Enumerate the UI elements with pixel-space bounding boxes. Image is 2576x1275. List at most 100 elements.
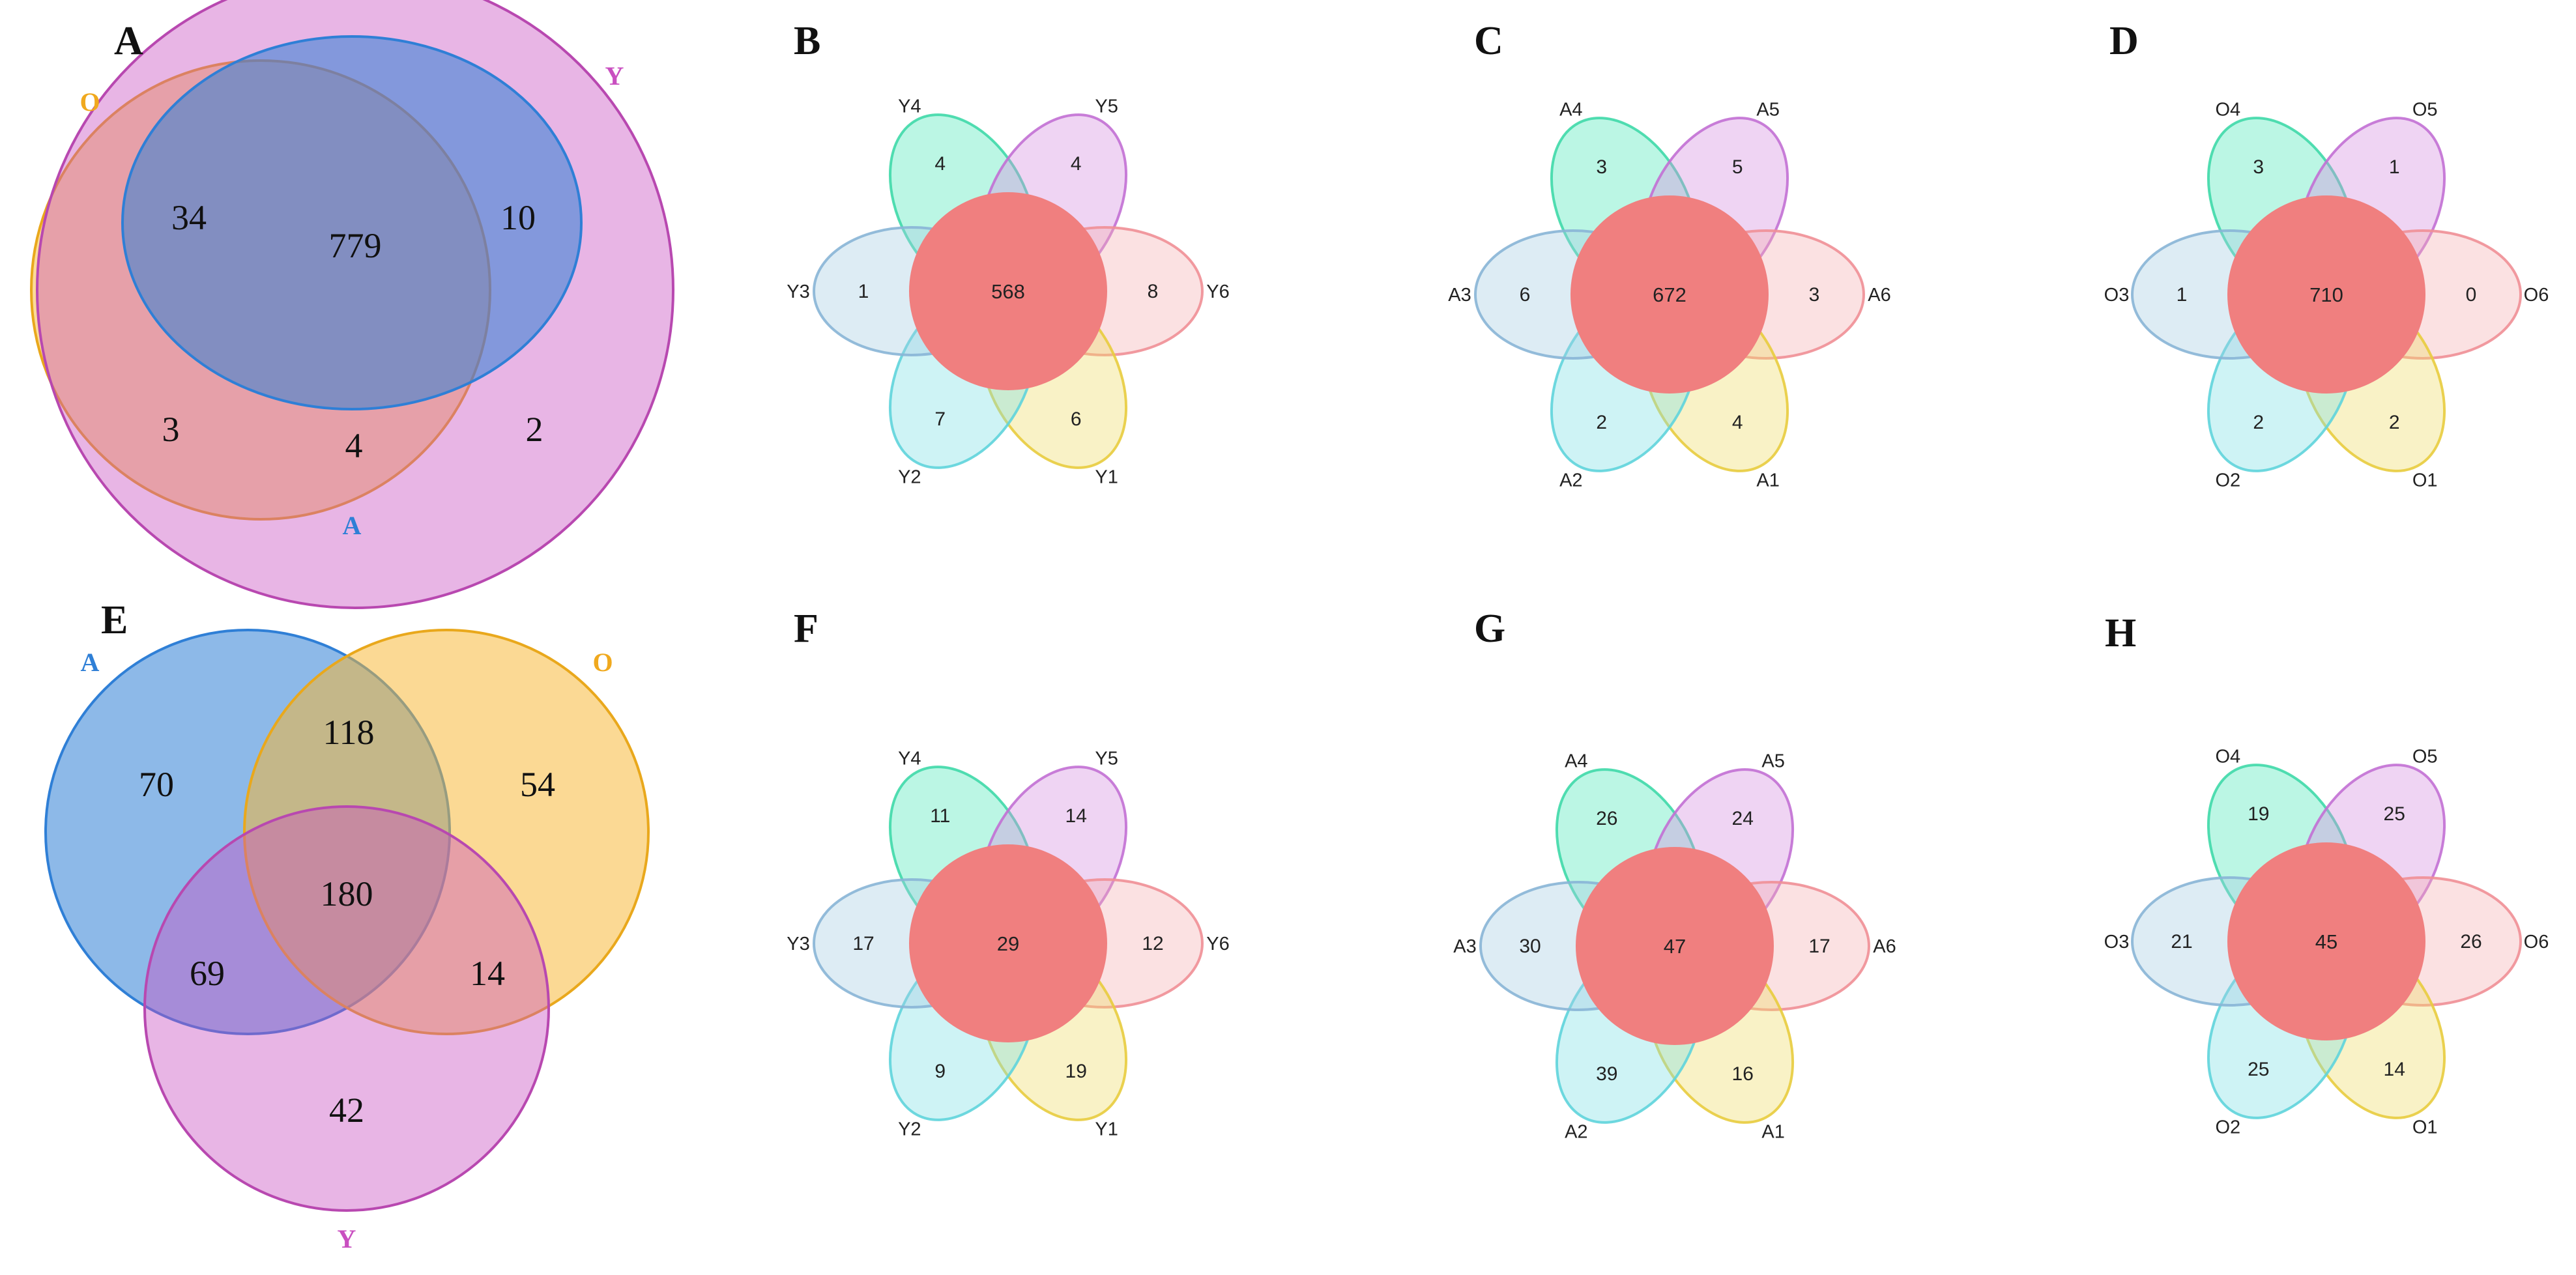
flower-c-count-a1: 4 — [1732, 412, 1743, 433]
panel-letter-c: C — [1474, 19, 1503, 63]
flower-h-count-o1: 14 — [2384, 1059, 2405, 1080]
flower-g-count-a5: 24 — [1732, 808, 1754, 829]
flower-g-core — [1576, 847, 1774, 1045]
flower-d-label-o5: O5 — [2412, 100, 2438, 121]
flower-panel-f: F 11 Y4 14 Y5 12 Y6 19 Y1 9 Y2 17 Y3 29 — [787, 607, 1229, 1139]
flower-f-count-y1: 19 — [1065, 1061, 1087, 1082]
flower-c-label-a6: A6 — [1868, 285, 1890, 306]
flower-f-count-y6: 12 — [1142, 933, 1163, 954]
venn-a-count-o-y: 4 — [345, 426, 363, 465]
flower-d-label-o2: O2 — [2215, 470, 2240, 491]
venn-e-count-only-y: 42 — [329, 1091, 364, 1130]
flower-g-label-a2: A2 — [1565, 1121, 1587, 1142]
venn-a-count-only-y: 2 — [526, 410, 543, 449]
flower-b-label-y4: Y4 — [898, 96, 921, 117]
venn-a-count-o-a: 34 — [171, 198, 207, 237]
flower-panel-c: C 3 A4 5 A5 3 A6 4 A1 2 A2 6 A3 672 — [1448, 19, 1890, 491]
flower-b-count-y4: 4 — [934, 153, 946, 175]
panel-letter-f: F — [794, 607, 818, 651]
flower-c-core — [1570, 195, 1769, 394]
flower-h-label-o6: O6 — [2524, 932, 2549, 953]
flower-c-count-a3: 6 — [1520, 284, 1531, 306]
flower-b-count-y1: 6 — [1071, 408, 1082, 430]
flower-g-label-a4: A4 — [1565, 751, 1587, 772]
flower-h-count-o6: 26 — [2460, 931, 2482, 953]
flower-b-count-y2: 7 — [934, 408, 946, 430]
flower-panel-h: H 19 O4 25 O5 26 O6 14 O1 25 O2 21 O3 45 — [2104, 611, 2549, 1138]
flower-h-label-o4: O4 — [2215, 747, 2240, 767]
flower-c-label-a5: A5 — [1756, 100, 1779, 121]
venn-a-count-only-o: 3 — [162, 410, 180, 449]
flower-d-label-o3: O3 — [2104, 285, 2130, 306]
venn-a-set-label-y: Y — [605, 61, 624, 91]
venn-e-count-only-o: 54 — [520, 765, 555, 804]
flower-b-core — [909, 192, 1107, 390]
flower-b-count-y3: 1 — [858, 281, 869, 302]
flower-h-label-o1: O1 — [2412, 1117, 2438, 1138]
flower-d-label-o6: O6 — [2524, 285, 2549, 306]
flower-g-count-a1: 16 — [1732, 1063, 1754, 1085]
flower-b-label-y2: Y2 — [898, 466, 921, 487]
flower-c-count-a4: 3 — [1596, 156, 1607, 178]
flower-f-count-y5: 14 — [1065, 805, 1087, 827]
flower-h-label-o5: O5 — [2412, 747, 2438, 767]
flower-b-label-y1: Y1 — [1095, 466, 1118, 487]
flower-f-core — [909, 844, 1107, 1042]
venn-a-ellipse-a — [121, 35, 583, 410]
flower-d-count-o4: 3 — [2253, 156, 2264, 178]
flower-h-count-o4: 19 — [2248, 803, 2269, 825]
flower-h-count-o2: 25 — [2248, 1059, 2269, 1080]
venn-e-set-label-o: O — [592, 648, 613, 677]
venn-e-count-only-a: 70 — [139, 765, 174, 804]
venn-e-count-o-y: 14 — [470, 954, 505, 993]
flower-g-label-a3: A3 — [1453, 936, 1476, 957]
flower-b-core-count: 568 — [991, 280, 1025, 303]
flower-d-count-o2: 2 — [2253, 412, 2264, 433]
venn-e-set-label-a: A — [81, 648, 100, 677]
panel-e: E A O Y 70 118 54 180 69 14 42 — [44, 598, 650, 1254]
flower-h-count-o5: 25 — [2384, 803, 2405, 825]
flower-h-core-count: 45 — [2315, 930, 2337, 953]
flower-f-label-y4: Y4 — [898, 749, 921, 769]
flower-panel-d: D 3 O4 1 O5 0 O6 2 O1 2 O2 1 O3 710 — [2104, 19, 2549, 491]
venn-e-set-label-y: Y — [338, 1224, 356, 1254]
flower-g-core-count: 47 — [1664, 935, 1686, 958]
flower-h-core — [2227, 842, 2425, 1040]
venn-a-set-label-a: A — [343, 511, 362, 540]
venn-e-count-a-y: 69 — [190, 954, 225, 993]
flower-panel-g: G 26 A4 24 A5 17 A6 16 A1 39 A2 30 A3 47 — [1453, 607, 1896, 1142]
flower-c-label-a1: A1 — [1756, 470, 1779, 491]
flower-d-count-o5: 1 — [2389, 156, 2400, 178]
flower-b-count-y5: 4 — [1071, 153, 1082, 175]
flower-g-count-a3: 30 — [1519, 936, 1541, 957]
flower-d-label-o1: O1 — [2412, 470, 2438, 491]
flower-f-label-y3: Y3 — [787, 934, 809, 954]
flower-c-count-a6: 3 — [1809, 284, 1820, 306]
flower-d-label-o4: O4 — [2215, 100, 2240, 121]
panel-a: A O Y A 34 779 10 3 4 2 — [30, 0, 674, 609]
flower-c-label-a4: A4 — [1559, 100, 1582, 121]
flower-d-count-o6: 0 — [2466, 284, 2477, 306]
venn-e-count-all: 180 — [321, 874, 373, 913]
venn-e-count-a-o: 118 — [323, 713, 375, 752]
panel-letter-d: D — [2109, 19, 2139, 63]
flower-b-count-y6: 8 — [1148, 281, 1159, 302]
panel-letter-h: H — [2105, 611, 2136, 655]
flower-d-count-o1: 2 — [2389, 412, 2400, 433]
flower-c-label-a2: A2 — [1559, 470, 1582, 491]
flower-c-count-a5: 5 — [1732, 156, 1743, 178]
flower-b-label-y6: Y6 — [1206, 281, 1229, 302]
venn-a-set-label-o: O — [80, 87, 100, 117]
flower-d-core-count: 710 — [2309, 283, 2343, 306]
flower-g-count-a6: 17 — [1808, 936, 1830, 957]
flower-c-count-a2: 2 — [1596, 412, 1607, 433]
venn-e-circle-y — [143, 805, 550, 1212]
flower-g-label-a1: A1 — [1761, 1121, 1784, 1142]
flower-g-count-a2: 39 — [1596, 1063, 1617, 1085]
flower-f-label-y1: Y1 — [1095, 1119, 1118, 1139]
flower-c-core-count: 672 — [1653, 283, 1686, 306]
venn-a-count-all: 779 — [329, 226, 382, 265]
venn-a-count-a-y: 10 — [500, 198, 536, 237]
flower-b-label-y3: Y3 — [787, 281, 809, 302]
